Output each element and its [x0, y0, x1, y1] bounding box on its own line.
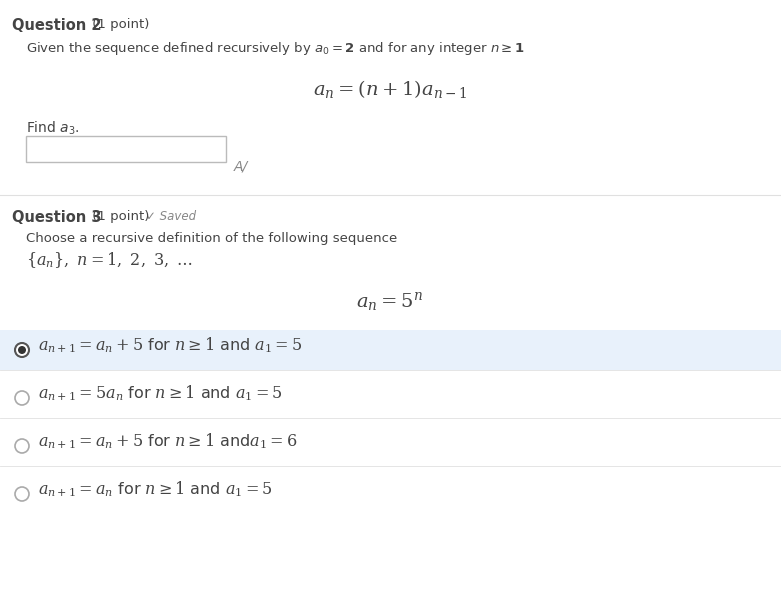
Circle shape — [15, 343, 29, 357]
Circle shape — [15, 439, 29, 453]
Text: (1 point): (1 point) — [88, 18, 149, 31]
Text: (1 point): (1 point) — [88, 210, 149, 223]
FancyBboxPatch shape — [26, 136, 226, 162]
Circle shape — [15, 391, 29, 405]
Text: Question 3: Question 3 — [12, 210, 102, 225]
Text: $a_n = (n+1)a_{n-1}$: $a_n = (n+1)a_{n-1}$ — [313, 78, 467, 100]
Text: $a_{n+1} = a_n$ for $n \geq 1$ and $a_1 = 5$: $a_{n+1} = a_n$ for $n \geq 1$ and $a_1 … — [38, 479, 273, 499]
Circle shape — [15, 487, 29, 501]
Text: $a_{n+1} = a_n + 5$ for $n \geq 1$ and$a_1 = 6$: $a_{n+1} = a_n + 5$ for $n \geq 1$ and$a… — [38, 431, 298, 451]
Text: $a_{n+1} = a_n + 5$ for $n \geq 1$ and $a_1 = 5$: $a_{n+1} = a_n + 5$ for $n \geq 1$ and $… — [38, 335, 302, 355]
Text: Question 2: Question 2 — [12, 18, 102, 33]
Text: A/: A/ — [234, 160, 248, 174]
Text: Choose a recursive definition of the following sequence: Choose a recursive definition of the fol… — [26, 232, 398, 245]
Circle shape — [18, 346, 26, 354]
Text: $a_{n+1} = 5a_n$ for $n \geq 1$ and $a_1 = 5$: $a_{n+1} = 5a_n$ for $n \geq 1$ and $a_1… — [38, 383, 283, 403]
FancyBboxPatch shape — [0, 330, 781, 370]
Text: $a_n = 5^n$: $a_n = 5^n$ — [356, 290, 423, 313]
Text: Find $a_3$.: Find $a_3$. — [26, 120, 80, 137]
Text: Given the sequence defined recursively by $\mathit{a}_0 = \mathbf{2}$ and for an: Given the sequence defined recursively b… — [26, 40, 525, 57]
Text: $\{a_n\},\ n=1,\ 2,\ 3,\ \ldots$: $\{a_n\},\ n=1,\ 2,\ 3,\ \ldots$ — [26, 250, 193, 270]
Text: ✓ Saved: ✓ Saved — [146, 210, 196, 223]
